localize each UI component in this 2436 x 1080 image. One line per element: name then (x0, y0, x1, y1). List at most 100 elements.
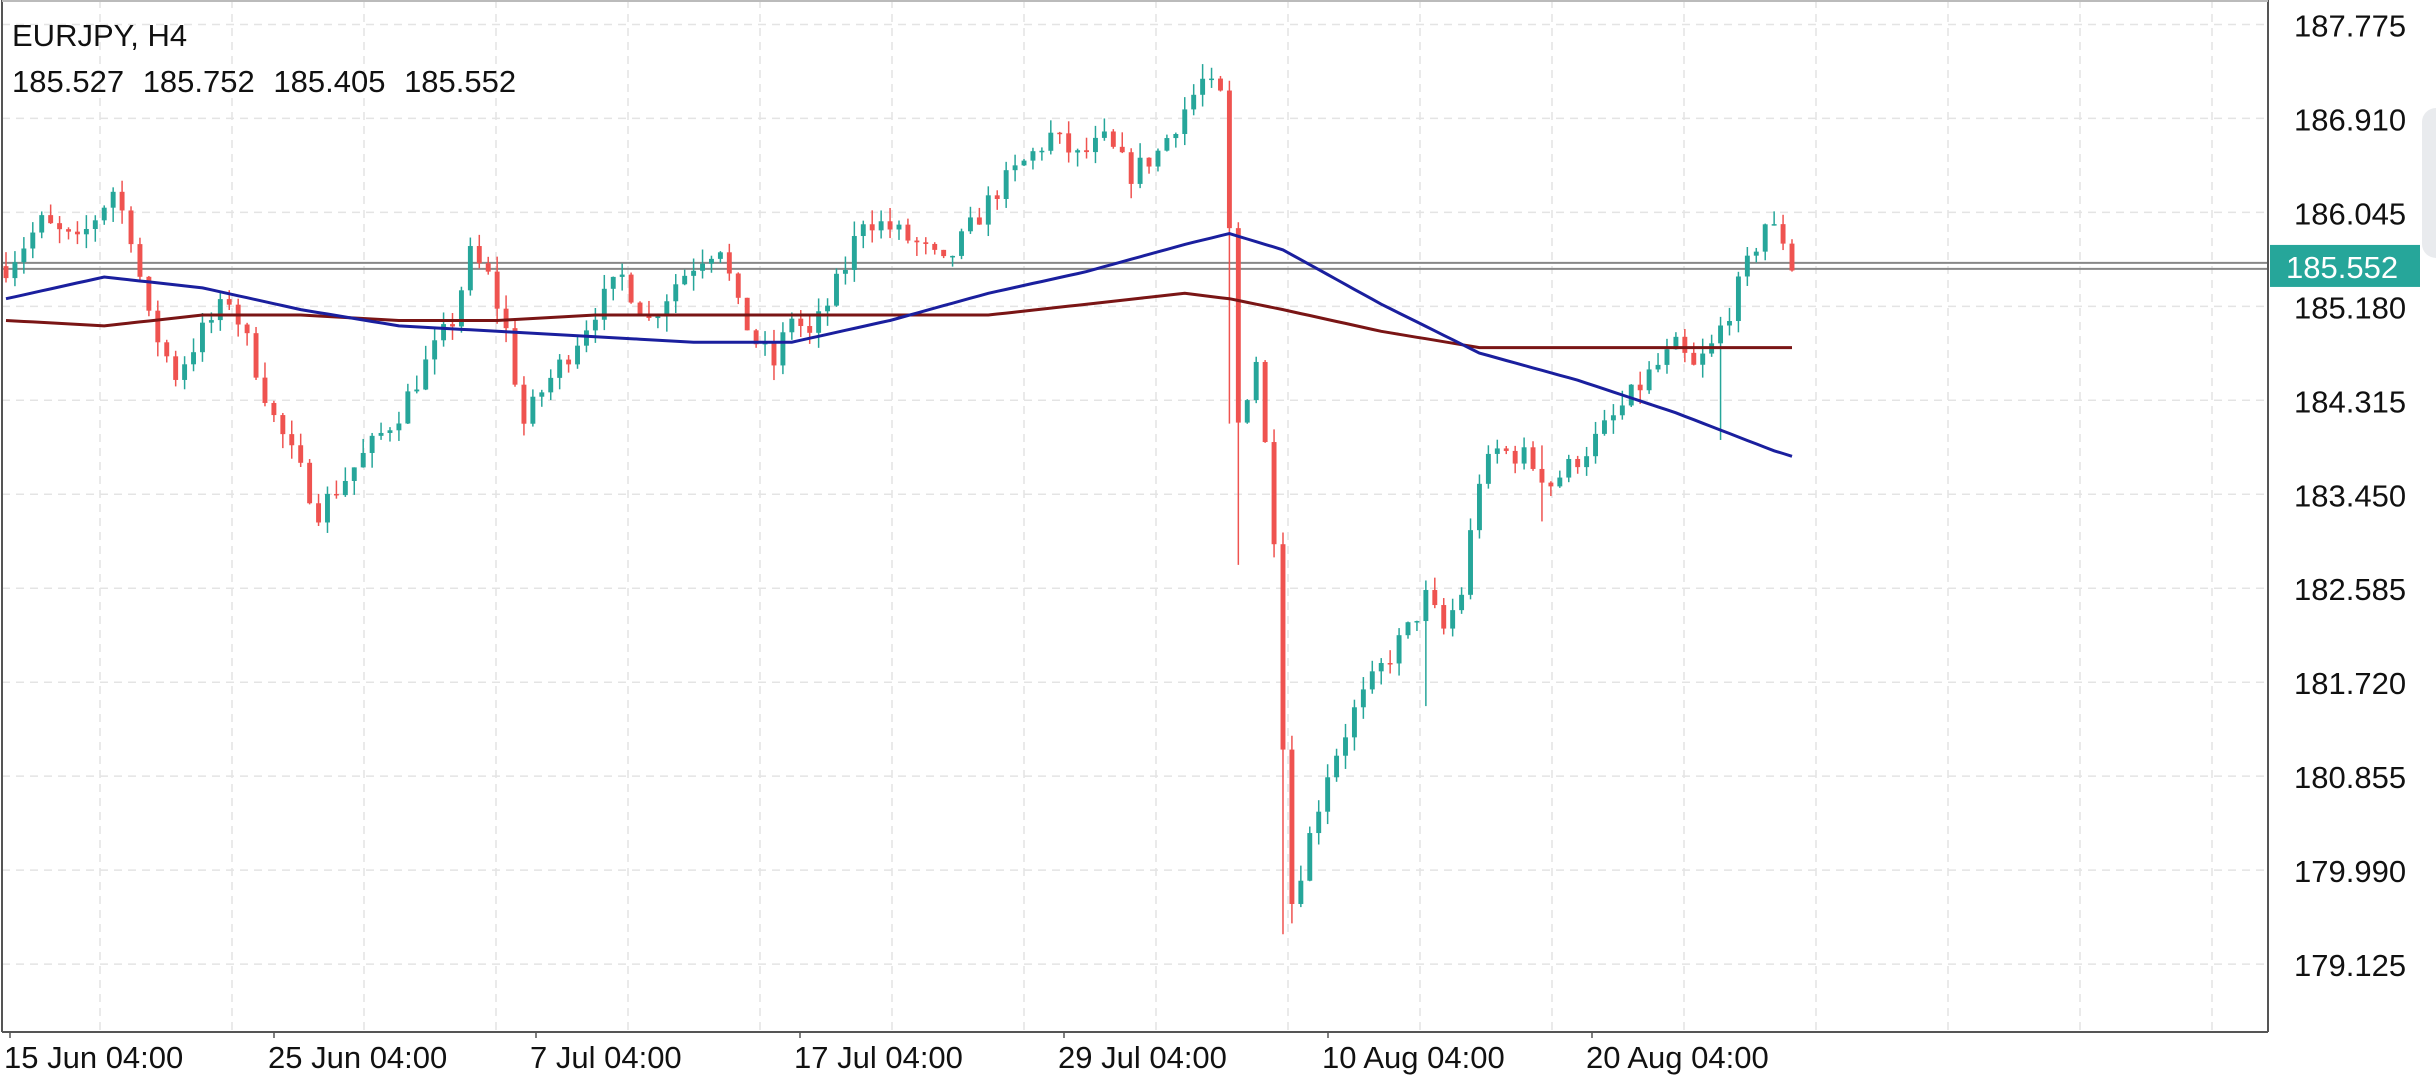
candle (1628, 384, 1634, 408)
candle (682, 269, 688, 286)
candle (1584, 446, 1590, 476)
candle (1048, 120, 1054, 155)
candle (325, 486, 330, 533)
candle (1735, 271, 1741, 333)
candle (1396, 628, 1402, 676)
candle (691, 258, 697, 291)
candle (1387, 650, 1393, 674)
candle (1173, 132, 1179, 148)
candle (262, 362, 268, 407)
candle (1030, 147, 1036, 170)
candle (1334, 748, 1340, 782)
candle (253, 326, 259, 380)
candle (1253, 356, 1259, 404)
candle (914, 237, 920, 256)
candle (869, 210, 875, 243)
candle (923, 237, 929, 255)
candle (1762, 223, 1768, 261)
candle (414, 375, 420, 394)
candle (619, 263, 625, 291)
candle (1637, 371, 1643, 404)
candle (985, 186, 991, 237)
candle (637, 301, 643, 316)
candle (1235, 222, 1241, 565)
candle (521, 376, 527, 436)
candle (1459, 587, 1465, 614)
candle (1155, 148, 1161, 172)
candle (709, 255, 714, 273)
candle (217, 293, 223, 331)
candle (816, 298, 822, 348)
candle (110, 187, 116, 222)
candle (1521, 437, 1527, 470)
candle (1075, 148, 1081, 167)
candle (1325, 764, 1331, 825)
candle (450, 313, 455, 340)
candle (396, 411, 402, 441)
ohlc-low: 185.405 (273, 64, 386, 99)
candle (1316, 800, 1322, 845)
candle (369, 432, 375, 468)
candle (1200, 64, 1206, 107)
candle (950, 255, 956, 267)
candle (494, 256, 500, 324)
candle (959, 228, 964, 260)
candle (83, 215, 89, 249)
candle (405, 383, 411, 424)
grid (2, 0, 2268, 1032)
candle (66, 227, 71, 240)
y-tick-label: 184.315 (2294, 384, 2406, 419)
candle (244, 322, 250, 346)
candle (128, 206, 134, 253)
candle (1548, 481, 1554, 497)
candle (878, 210, 884, 239)
candle (834, 268, 839, 307)
candle (1262, 360, 1268, 443)
candle (673, 274, 679, 314)
candle (780, 322, 786, 375)
candle (57, 216, 63, 244)
candle (1655, 353, 1661, 373)
candle (1727, 307, 1732, 336)
candle (1575, 455, 1581, 474)
candle (1360, 677, 1366, 719)
candle (485, 256, 491, 275)
candle (1503, 445, 1509, 455)
ohlc-close: 185.552 (404, 64, 517, 99)
candle (1084, 137, 1089, 159)
y-tick-label: 179.125 (2294, 948, 2406, 983)
candle (1476, 474, 1482, 539)
candle (1307, 826, 1313, 882)
symbol-title: EURJPY, H4 (12, 18, 188, 53)
side-panel-handle[interactable] (2422, 108, 2436, 258)
candle (1468, 518, 1473, 600)
candle (387, 427, 393, 442)
candle (1691, 342, 1697, 366)
candle (1709, 334, 1715, 357)
x-tick-label: 15 Jun 04:00 (4, 1040, 183, 1075)
moving-averages (5, 232, 1793, 458)
candle (646, 300, 652, 321)
candle (887, 208, 893, 239)
y-tick-label: 187.775 (2294, 8, 2406, 43)
candle (333, 480, 339, 499)
candle (1744, 246, 1750, 286)
candle (1093, 125, 1098, 164)
candle (48, 204, 54, 224)
candle (182, 356, 188, 390)
candle (1101, 118, 1107, 141)
candle (1066, 121, 1072, 163)
candle (467, 237, 473, 296)
candle (164, 339, 170, 363)
candle (1351, 699, 1357, 751)
candle (851, 221, 857, 282)
candle (1593, 421, 1598, 464)
candle (1414, 620, 1420, 631)
candle (976, 207, 982, 225)
candle (1682, 329, 1688, 363)
candle (101, 205, 107, 225)
candle (137, 237, 143, 280)
candle (700, 249, 705, 279)
